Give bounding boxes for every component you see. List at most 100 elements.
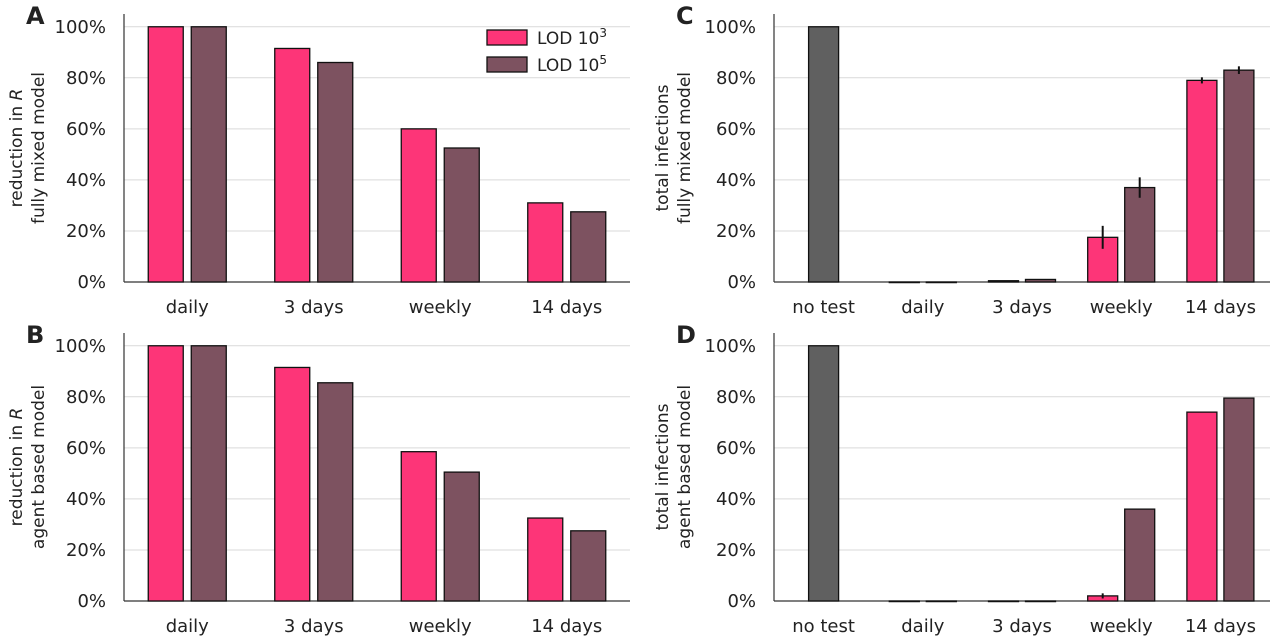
bar-lod5-3-days — [1024, 600, 1057, 603]
y-tick-label: 80% — [66, 68, 106, 89]
bar-lod3-3-days — [987, 280, 1020, 283]
bar-lod5-weekly — [443, 147, 480, 283]
y-tick-label: 60% — [716, 438, 756, 459]
x-tick-label: weekly — [409, 297, 472, 318]
legend-label-sup: 5 — [599, 53, 607, 67]
bar-lod3-3-days — [274, 47, 311, 283]
y-tick-label: 60% — [716, 119, 756, 140]
y-tick-label: 0% — [727, 591, 756, 612]
bar-lod3-3-days — [987, 600, 1020, 603]
y-axis-label: agent based model — [675, 385, 695, 549]
x-tick-label: daily — [901, 297, 944, 318]
legend-swatch-lod3 — [486, 29, 528, 46]
bar-lod3-14-days — [527, 517, 564, 602]
bar-lod3-daily — [147, 26, 184, 283]
bar-lod3-14-days — [527, 202, 564, 283]
legend-label-base: LOD 10 — [537, 56, 599, 76]
y-axis-label: fully mixed model — [675, 72, 695, 224]
panel-letter: A — [26, 2, 45, 30]
bar-lod5-14-days — [570, 211, 607, 283]
bar-lod3-3-days — [274, 366, 311, 602]
x-tick-label: 3 days — [992, 616, 1052, 637]
bar-lod5-weekly — [1124, 186, 1156, 283]
bar-lod3-daily — [147, 345, 184, 602]
x-tick-label: no test — [792, 616, 855, 637]
x-tick-label: daily — [166, 616, 209, 637]
y-tick-label: 100% — [55, 17, 106, 38]
y-tick-label: 80% — [66, 387, 106, 408]
x-tick-label: 14 days — [1185, 297, 1256, 318]
y-tick-label: 0% — [77, 591, 106, 612]
bar-no-test — [807, 26, 840, 283]
y-tick-label: 80% — [716, 68, 756, 89]
y-axis-label: reduction in R — [7, 89, 27, 208]
y-axis-label-text: reduction in — [7, 100, 27, 207]
panel-c: 0% 20% 40% 60% 80% 100% no test daily 3 days week… — [653, 2, 1270, 318]
legend-label-lod5: LOD 105 — [537, 53, 607, 76]
x-tick-label: 14 days — [531, 616, 602, 637]
bar-lod3-14-days — [1186, 411, 1218, 602]
panel-b: 0% 20% 40% 60% 80% 100% daily 3 days weekly 14 da… — [7, 321, 630, 637]
y-axis-label: agent based model — [29, 385, 49, 549]
y-tick-label: 20% — [66, 221, 106, 242]
panel-letter: B — [26, 321, 44, 349]
bar-lod5-3-days — [1024, 278, 1057, 283]
y-tick-label: 60% — [66, 119, 106, 140]
y-tick-label: 0% — [77, 272, 106, 293]
bar-lod5-weekly — [1124, 508, 1156, 602]
y-tick-label: 100% — [705, 17, 756, 38]
panel-letter: C — [676, 2, 694, 30]
panel-a: 0% 20% 40% 60% 80% 100% daily 3 days weekly 14 da… — [7, 2, 630, 318]
y-tick-label: 40% — [66, 170, 106, 191]
bar-no-test — [807, 345, 840, 602]
bar-lod5-daily — [190, 26, 227, 283]
y-tick-label: 80% — [716, 387, 756, 408]
y-tick-label: 60% — [66, 438, 106, 459]
x-tick-label: 3 days — [992, 297, 1052, 318]
x-tick-label: 3 days — [284, 616, 344, 637]
x-tick-label: daily — [901, 616, 944, 637]
y-tick-label: 20% — [716, 221, 756, 242]
y-tick-label: 40% — [716, 170, 756, 191]
x-tick-label: no test — [792, 297, 855, 318]
y-tick-label: 20% — [66, 540, 106, 561]
bar-lod3-daily — [888, 600, 920, 603]
y-tick-label: 0% — [727, 272, 756, 293]
bar-lod3-daily — [888, 281, 920, 284]
legend-label-lod3: LOD 103 — [537, 26, 607, 49]
bar-lod5-daily — [925, 281, 957, 284]
y-axis-label: total infections — [653, 403, 673, 530]
legend-swatch-lod5 — [486, 56, 528, 73]
x-tick-label: 14 days — [1185, 616, 1256, 637]
legend-label-sup: 3 — [599, 26, 607, 40]
x-tick-label: daily — [166, 297, 209, 318]
y-axis-label-text: reduction in — [7, 419, 27, 526]
y-axis-label: fully mixed model — [29, 72, 49, 224]
y-tick-label: 100% — [55, 336, 106, 357]
x-tick-label: 14 days — [531, 297, 602, 318]
x-tick-label: 3 days — [284, 297, 344, 318]
panel-letter: D — [676, 321, 696, 349]
y-tick-label: 40% — [716, 489, 756, 510]
x-tick-label: weekly — [409, 616, 472, 637]
x-tick-label: weekly — [1090, 616, 1153, 637]
bar-lod5-14-days — [570, 530, 607, 602]
y-tick-label: 40% — [66, 489, 106, 510]
bar-lod5-3-days — [317, 61, 354, 283]
bar-lod5-daily — [190, 345, 227, 602]
y-tick-label: 100% — [705, 336, 756, 357]
y-axis-label-italic: R — [7, 89, 27, 101]
y-axis-label-italic: R — [7, 408, 27, 420]
bar-lod3-weekly — [400, 128, 437, 283]
legend-label-base: LOD 10 — [537, 29, 599, 49]
bar-lod5-weekly — [443, 471, 480, 602]
x-tick-label: weekly — [1090, 297, 1153, 318]
y-tick-label: 20% — [716, 540, 756, 561]
bar-lod5-3-days — [317, 382, 354, 602]
bar-lod5-14-days — [1223, 69, 1255, 283]
bar-lod3-14-days — [1186, 79, 1218, 283]
y-axis-label: reduction in R — [7, 408, 27, 527]
bar-lod5-daily — [925, 600, 957, 603]
